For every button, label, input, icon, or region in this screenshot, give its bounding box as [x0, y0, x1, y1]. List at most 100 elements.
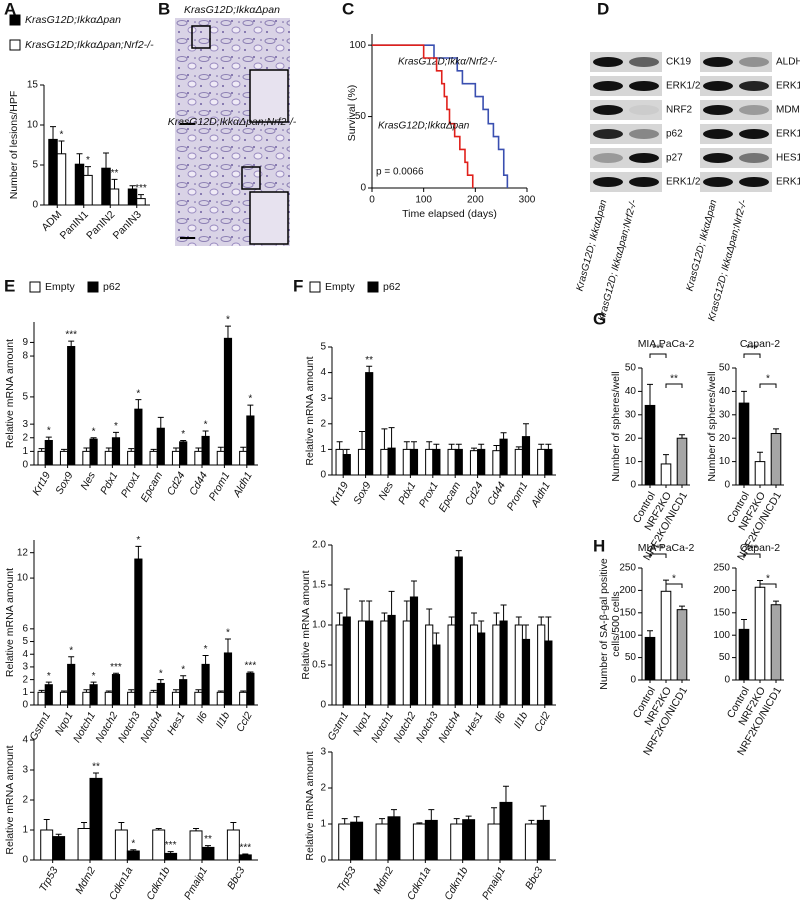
y-tick-label: 0: [724, 480, 730, 491]
x-tick-label: Hes1: [463, 710, 486, 737]
error-bar: [118, 822, 125, 830]
blot-band: [593, 129, 623, 139]
error-bar: [193, 828, 200, 831]
blot-band: [593, 105, 623, 115]
x-axis-label: Time elapsed (days): [402, 208, 497, 220]
x-tick-label: Epcam: [436, 480, 463, 515]
significance-label: *: [204, 420, 208, 431]
blot-label: MDM2: [776, 105, 800, 116]
x-tick-label: Trp53: [37, 865, 61, 894]
x-tick-label: Cdkn1a: [107, 865, 136, 902]
x-tick-label: Ccl2: [532, 710, 553, 734]
error-bar: [540, 805, 547, 821]
bar: [48, 138, 58, 206]
blot-band: [593, 153, 623, 163]
error-bar: [128, 448, 135, 452]
bar: [425, 448, 434, 476]
inset: [249, 191, 289, 245]
series-label: KrasG12D;IkkαΔpan: [378, 121, 470, 132]
panel-letter: F: [293, 276, 303, 295]
bar: [104, 450, 113, 466]
significance-label: *: [226, 315, 230, 326]
error-bar: [403, 441, 410, 450]
error-bar: [150, 448, 157, 452]
y-tick-label: 50: [719, 363, 731, 374]
error-bar: [43, 819, 50, 830]
bar: [402, 448, 411, 476]
error-bar: [433, 632, 440, 645]
y-tick-label: 0: [320, 855, 326, 866]
bar: [365, 620, 374, 706]
blot-label: ERK1/2: [776, 177, 800, 188]
error-bar: [38, 689, 45, 693]
bar: [544, 448, 553, 476]
y-tick-label: 1.0: [312, 620, 326, 631]
significance-label: *: [69, 645, 73, 656]
x-tick-label: Bbc3: [225, 865, 247, 892]
error-bar: [538, 443, 545, 450]
y-tick-label: 0: [320, 470, 326, 481]
bar: [365, 372, 374, 476]
bar: [462, 819, 476, 861]
error-bar: [130, 849, 137, 851]
error-bar: [83, 447, 90, 452]
error-bar: [68, 656, 75, 665]
x-tick-label: Notch4: [436, 710, 463, 745]
y-axis-label: Number of lesions/HPF: [8, 91, 20, 200]
y-tick-label: 40: [719, 386, 731, 397]
y-axis-label: Relative mRNA amount: [4, 568, 16, 677]
error-bar: [448, 616, 455, 625]
error-bar: [359, 600, 366, 621]
error-bar: [90, 681, 97, 685]
error-bar: [61, 690, 68, 693]
y-tick-label: 5: [32, 160, 38, 171]
y-axis-label: Relative mRNA amount: [300, 570, 312, 679]
significance-label: *: [92, 671, 96, 682]
bar: [380, 448, 389, 476]
bar: [676, 437, 688, 486]
significance-label: *: [204, 644, 208, 655]
error-bar: [105, 690, 112, 693]
y-tick-label: 4: [22, 649, 28, 660]
y-tick-label: 0: [22, 460, 28, 471]
error-bar: [491, 807, 498, 824]
bar: [74, 163, 85, 206]
error-bar: [500, 604, 507, 621]
error-bar: [217, 446, 224, 452]
bar: [201, 846, 215, 861]
bar: [216, 450, 225, 466]
error-bar: [157, 679, 164, 684]
x-tick-label: Nes: [376, 479, 396, 502]
x-tick-label: Notch4: [138, 710, 165, 745]
bar: [246, 672, 255, 706]
y-tick-label: 40: [625, 386, 637, 397]
x-tick-label: Nqo1: [53, 710, 76, 738]
bar: [676, 609, 688, 681]
y-tick-label: 10: [625, 456, 637, 467]
x-tick-label: Cdkn1b: [442, 865, 471, 902]
y-axis-label: Number of SA-β-gal positive: [598, 558, 610, 690]
error-bar: [500, 432, 507, 440]
bar: [412, 823, 426, 861]
error-bar: [112, 672, 119, 675]
significance-label: *: [766, 574, 770, 585]
bar: [660, 463, 672, 486]
blot-label: ERK1/2: [776, 81, 800, 92]
error-bar: [111, 178, 118, 189]
y-tick-label: 0: [320, 700, 326, 711]
y-tick-label: 2: [22, 795, 28, 806]
y-tick-label: 150: [619, 607, 636, 618]
bar: [754, 586, 766, 681]
x-tick-label: 200: [467, 195, 484, 206]
y-tick-label: 200: [619, 585, 636, 596]
bar: [40, 829, 54, 861]
bar: [171, 450, 181, 466]
bar: [37, 691, 46, 706]
y-tick-label: 3: [22, 662, 28, 673]
survival-line: [372, 44, 509, 188]
x-tick-label: PanIN2: [84, 208, 117, 241]
bar: [380, 620, 389, 706]
error-bar: [538, 616, 545, 625]
legend-swatch: [87, 281, 99, 293]
